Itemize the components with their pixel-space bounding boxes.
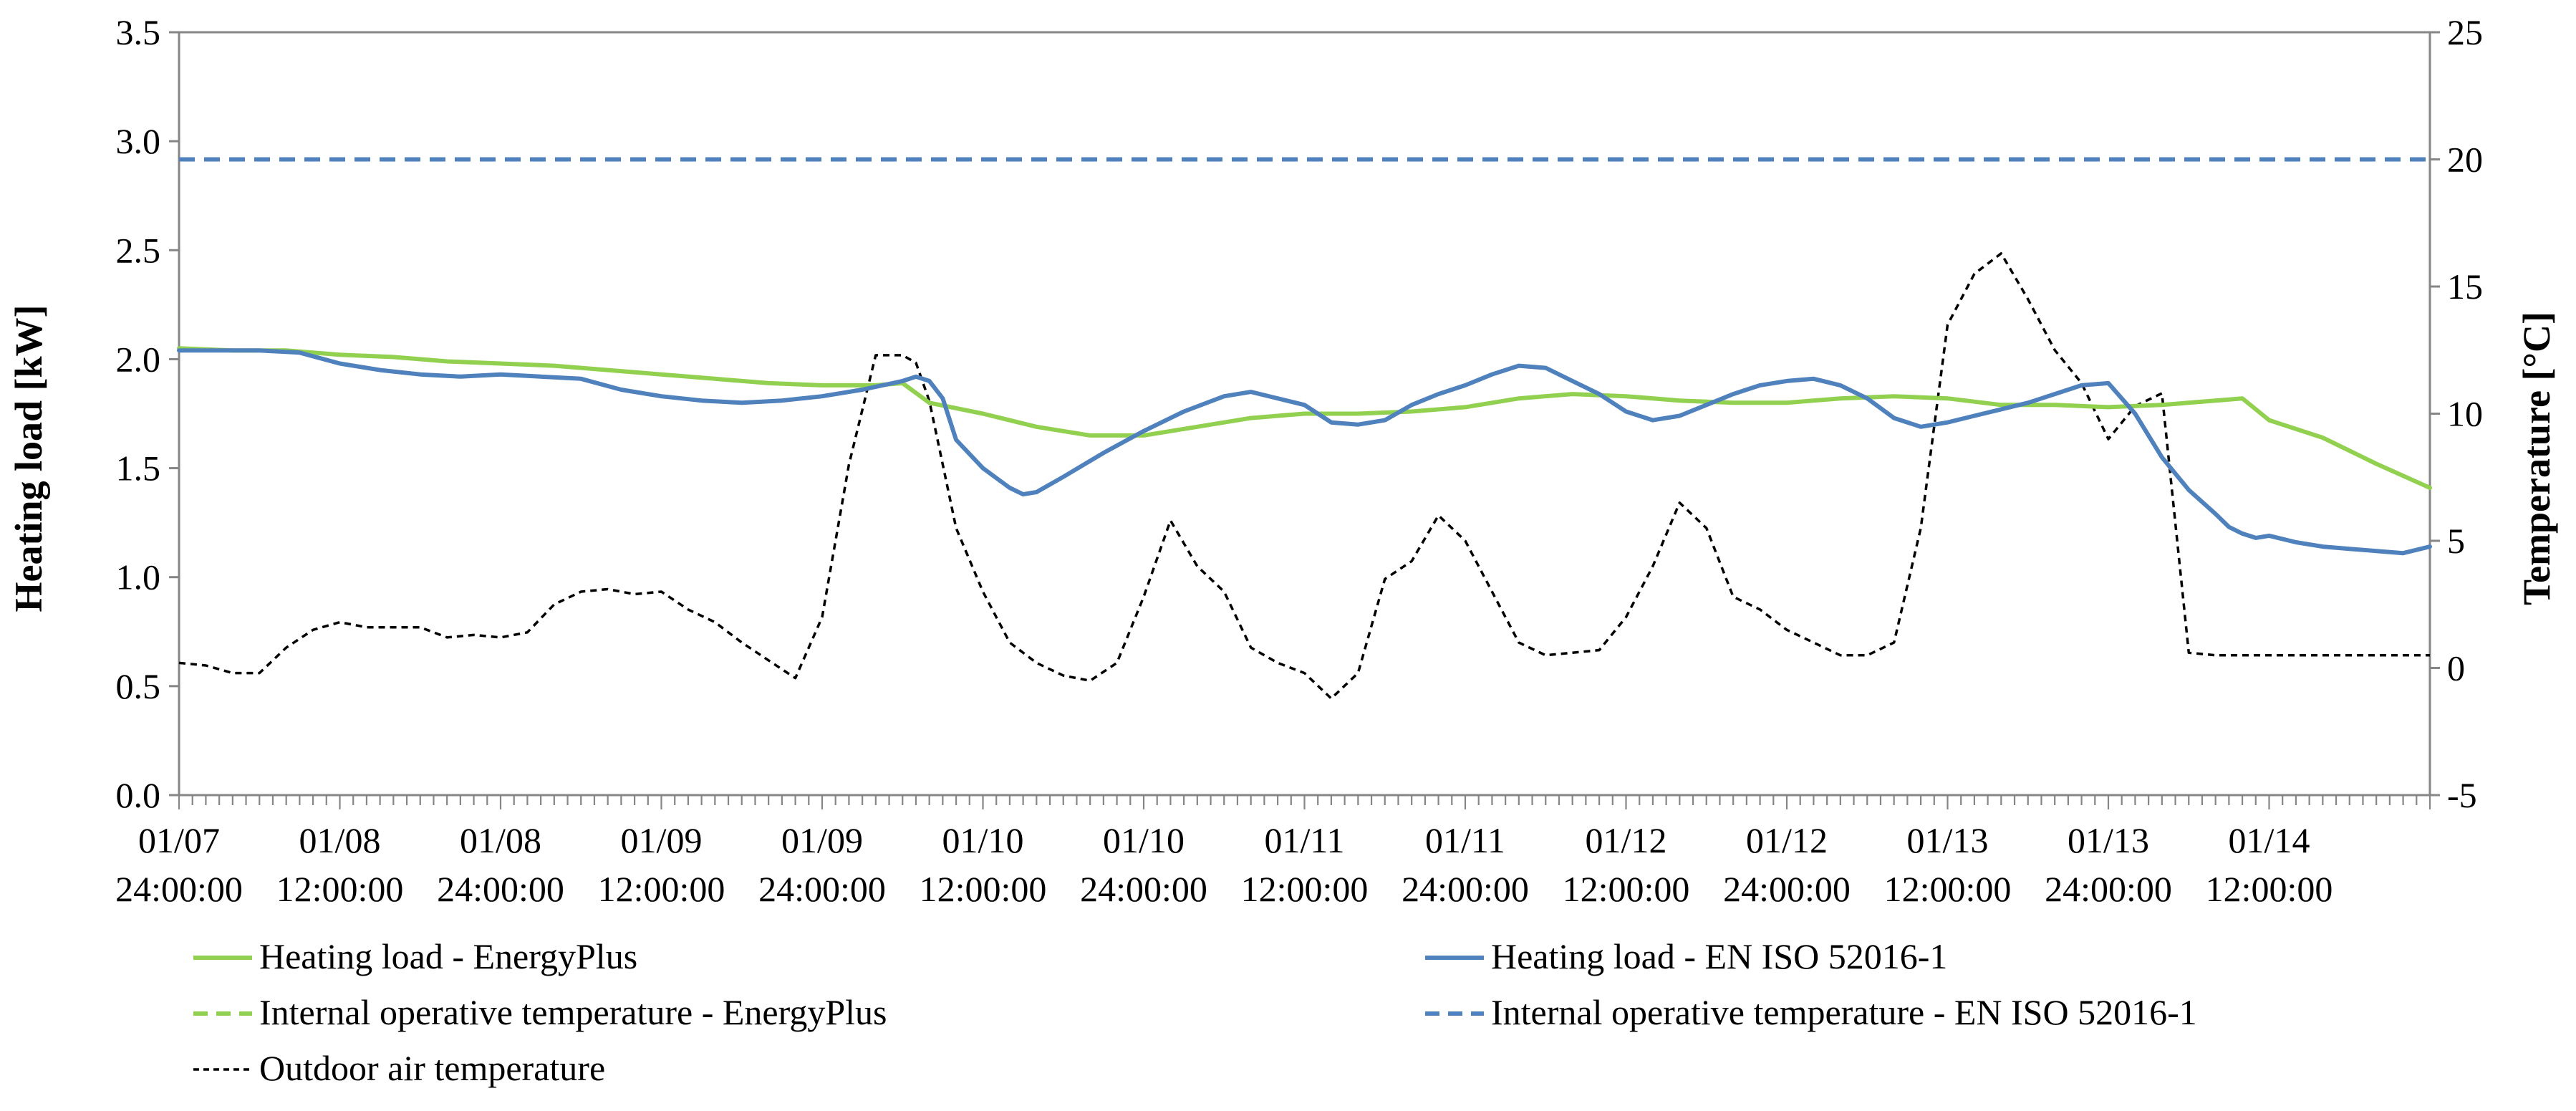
x-tick-label-time: 12:00:00 xyxy=(2206,869,2333,909)
x-tick-label-time: 12:00:00 xyxy=(1884,869,2012,909)
y-axis-left-title: Heating load [kW] xyxy=(7,304,50,612)
x-tick-label-date: 01/09 xyxy=(621,820,703,860)
y-axis-left: 0.0 0.5 1.0 1.5 2.0 2.5 3.0 3.5 xyxy=(116,12,179,815)
x-tick-label-time: 12:00:00 xyxy=(1563,869,1690,909)
x-tick-label-time: 24:00:00 xyxy=(2045,869,2172,909)
series-line-outdoor-air-temperature xyxy=(178,252,2430,700)
y-right-tick-label: 0 xyxy=(2447,648,2465,688)
y-left-tick-label: 2.0 xyxy=(116,339,161,379)
x-tick-label-time: 12:00:00 xyxy=(598,869,725,909)
legend-label: Outdoor air temperature xyxy=(259,1048,605,1088)
x-tick-label-date: 01/13 xyxy=(2068,820,2149,860)
legend-item: Internal operative temperature - EN ISO … xyxy=(1425,992,2197,1032)
y-right-tick-label: -5 xyxy=(2447,775,2477,815)
x-tick-label-time: 12:00:00 xyxy=(276,869,404,909)
x-tick-label-date: 01/07 xyxy=(138,820,220,860)
x-axis: 01/07 24:00:00 01/08 12:00:00 01/08 24:00:00 0… xyxy=(115,795,2431,909)
x-tick-label-date: 01/11 xyxy=(1264,820,1344,860)
y-right-tick-label: 20 xyxy=(2447,140,2483,180)
legend: Heating load - EnergyPlus Heating load - … xyxy=(193,936,2197,1088)
legend-item: Heating load - EnergyPlus xyxy=(193,936,637,976)
legend-item: Outdoor air temperature xyxy=(193,1048,605,1088)
y-left-tick-label: 0.5 xyxy=(116,666,161,706)
x-tick-label-date: 01/08 xyxy=(299,820,381,860)
y-right-tick-label: 25 xyxy=(2447,12,2483,52)
x-tick-label-date: 01/10 xyxy=(942,820,1024,860)
y-left-tick-label: 0.0 xyxy=(116,775,161,815)
x-tick-label-date: 01/13 xyxy=(1907,820,1989,860)
y-right-tick-label: 10 xyxy=(2447,394,2483,434)
legend-label: Internal operative temperature - EN ISO … xyxy=(1491,992,2197,1032)
legend-label: Heating load - EN ISO 52016-1 xyxy=(1491,936,1947,976)
series-line-heating-load-energyplus xyxy=(177,346,2432,490)
x-tick-label-time: 12:00:00 xyxy=(920,869,1047,909)
y-right-tick-label: 5 xyxy=(2447,521,2465,561)
x-tick-label-date: 01/08 xyxy=(460,820,541,860)
x-tick-label-date: 01/12 xyxy=(1586,820,1667,860)
x-tick-label-date: 01/12 xyxy=(1746,820,1828,860)
x-tick-label-time: 24:00:00 xyxy=(1080,869,1207,909)
x-tick-label-time: 24:00:00 xyxy=(1723,869,1851,909)
y-left-tick-label: 3.5 xyxy=(116,12,161,52)
x-tick-label-date: 01/11 xyxy=(1425,820,1505,860)
legend-label: Heating load - EnergyPlus xyxy=(259,936,637,976)
y-left-tick-label: 1.0 xyxy=(116,557,161,597)
y-axis-right-title: Temperature [°C] xyxy=(2515,312,2558,605)
y-axis-right: -5 0 5 10 15 20 25 xyxy=(2430,12,2483,815)
x-tick-label-date: 01/09 xyxy=(781,820,863,860)
y-left-tick-label: 1.5 xyxy=(116,448,161,489)
legend-item: Heating load - EN ISO 52016-1 xyxy=(1425,936,1947,976)
x-tick-label-time: 24:00:00 xyxy=(758,869,886,909)
y-left-tick-label: 3.0 xyxy=(116,121,161,161)
y-left-tick-label: 2.5 xyxy=(116,230,161,270)
x-tick-label-time: 24:00:00 xyxy=(115,869,243,909)
x-tick-label-time: 24:00:00 xyxy=(1402,869,1529,909)
legend-item: Internal operative temperature - EnergyP… xyxy=(193,992,887,1032)
axis-titles: Heating load [kW] Temperature [°C] xyxy=(7,304,2558,612)
y-right-tick-label: 15 xyxy=(2447,266,2483,307)
x-tick-label-time: 24:00:00 xyxy=(437,869,564,909)
x-tick-label-date: 01/10 xyxy=(1103,820,1185,860)
x-tick-label-time: 12:00:00 xyxy=(1241,869,1369,909)
series-layer xyxy=(177,157,2432,700)
legend-label: Internal operative temperature - EnergyP… xyxy=(259,992,887,1032)
series-line-heating-load-en-iso-52016-1 xyxy=(177,348,2432,556)
x-tick-label-date: 01/14 xyxy=(2229,820,2310,860)
